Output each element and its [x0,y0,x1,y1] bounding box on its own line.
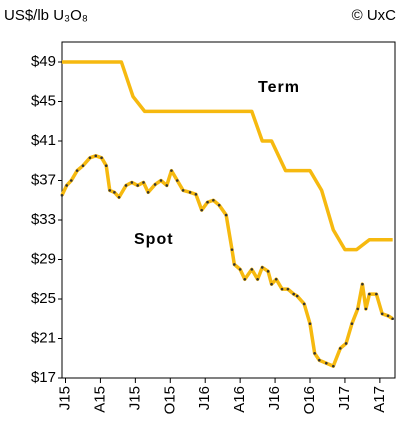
plot-frame [61,41,396,379]
point [270,282,273,286]
unit-label: US$/lb U₃O₈ [4,7,88,24]
point [233,263,236,266]
point [60,194,64,197]
point [170,169,173,172]
point [70,179,73,182]
series-line [60,154,394,368]
x-tick-label: J15 [126,386,143,410]
point [194,193,198,196]
point [380,312,384,316]
y-tick-label: $25 [31,290,56,307]
point [274,277,278,281]
point [165,184,169,187]
point [266,270,270,273]
point [104,164,108,167]
point [200,208,204,212]
point [344,342,348,345]
series-label: Term [258,79,300,96]
point [108,189,112,192]
point [224,213,228,217]
point [217,203,221,207]
point [256,277,259,281]
series-line [62,60,393,252]
point [260,266,264,269]
x-tick-label: O16 [301,386,318,414]
point [386,314,390,318]
x-tick-label: A17 [371,386,388,413]
x-tick-label: A15 [91,386,108,413]
point [391,317,394,321]
point [308,322,312,325]
point [325,361,328,365]
x-tick-label: J16 [266,386,283,410]
point [361,282,364,286]
point [130,181,134,184]
point [313,352,316,355]
point [250,268,254,271]
point [100,156,103,160]
point [212,198,215,202]
series-label: Spot [134,231,174,248]
point [65,184,68,187]
y-tick-label: $49 [31,53,56,70]
point [88,156,92,160]
y-tick-label: $37 [31,171,56,188]
x-tick-label: J15 [56,386,73,410]
point [206,200,209,204]
point [280,287,284,291]
point [302,302,306,306]
point [136,184,139,187]
y-tick-label: $45 [31,92,56,109]
point [188,191,192,194]
point [230,248,234,251]
point [181,189,185,192]
point [286,287,290,291]
point [318,358,321,362]
point [356,307,360,311]
point [75,169,79,172]
x-tick-label: J17 [336,386,353,410]
source: © UxC [352,7,397,24]
y-tick-label: $33 [31,211,56,228]
point [350,322,354,325]
x-tick-label: J16 [196,386,213,410]
point [81,164,85,167]
point [113,191,116,194]
point [364,307,368,311]
point [295,294,299,298]
x-tick-label: A16 [231,386,248,413]
point [292,292,296,296]
point [124,184,128,187]
point [94,154,98,158]
point [375,292,378,296]
y-tick-label: $17 [31,369,56,386]
y-tick-label: $21 [31,329,56,346]
y-tick-label: $29 [31,250,56,267]
point [153,183,157,186]
x-tick-label: O15 [161,386,178,414]
point [243,277,247,281]
point [142,181,145,184]
point [338,347,342,350]
point [368,292,371,296]
point [331,364,335,368]
point [159,179,163,182]
point [175,179,179,182]
y-tick-label: $41 [31,132,56,149]
point [146,191,150,194]
point [117,195,121,199]
point [238,268,242,271]
